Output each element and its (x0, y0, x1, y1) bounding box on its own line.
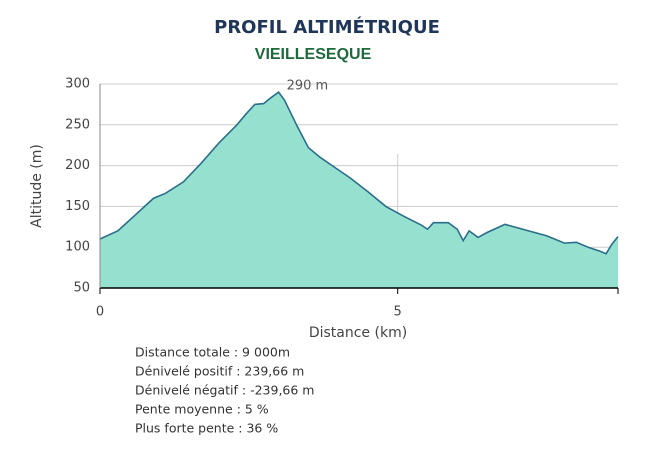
peak-annotation: 290 m (287, 79, 329, 94)
stat-line: Pente moyenne : 5 % (135, 402, 269, 417)
y-tick-label: 100 (65, 240, 90, 255)
y-tick-label: 250 (65, 117, 90, 132)
x-tick-label: 0 (96, 305, 104, 320)
stat-line: Dénivelé positif : 239,66 m (135, 364, 304, 379)
y-axis-label: Altitude (m) (29, 144, 45, 228)
y-tick-label: 200 (65, 158, 90, 173)
y-tick-label: 50 (73, 281, 90, 296)
y-tick-label: 150 (65, 199, 90, 214)
stat-line: Distance totale : 9 000m (135, 345, 290, 360)
area-fill (100, 92, 618, 288)
chart-title: PROFIL ALTIMÉTRIQUE (214, 16, 440, 38)
chart-subtitle: VIEILLESEQUE (255, 46, 372, 63)
y-tick-label: 300 (65, 77, 90, 92)
x-axis-label: Distance (km) (309, 325, 407, 341)
stat-line: Dénivelé négatif : -239,66 m (135, 383, 314, 398)
area-line (99, 91, 619, 255)
stat-line: Plus forte pente : 36 % (135, 421, 278, 436)
x-tick-label: 5 (394, 305, 402, 320)
